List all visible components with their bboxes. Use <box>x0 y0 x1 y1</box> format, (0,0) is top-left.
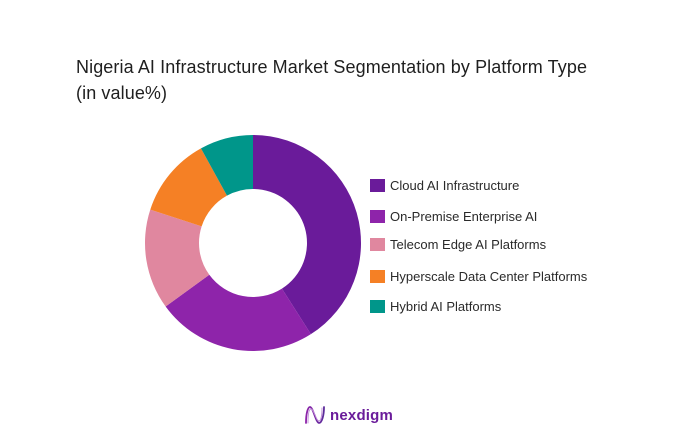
legend-swatch <box>370 179 385 192</box>
legend-item-cloud-ai-infrastructure: Cloud AI Infrastructure <box>370 178 519 193</box>
legend-swatch <box>370 270 385 283</box>
legend-label: Cloud AI Infrastructure <box>390 178 520 193</box>
nexdigm-logo: nexdigm <box>304 405 393 425</box>
legend-swatch <box>370 210 385 223</box>
nexdigm-logo-text: nexdigm <box>330 406 394 424</box>
donut-segment-on-premise-enterprise-ai <box>165 274 311 351</box>
legend-item-on-premise-enterprise-ai: On-Premise Enterprise AI <box>370 209 537 224</box>
chart-title: Nigeria AI Infrastructure Market Segment… <box>76 54 656 106</box>
legend-item-telecom-edge-ai-platforms: Telecom Edge AI Platforms <box>370 237 546 252</box>
legend-label: Hybrid AI Platforms <box>390 299 502 314</box>
donut-segment-cloud-ai-infrastructure <box>253 135 361 335</box>
donut-segment-hybrid-ai-platforms <box>200 135 253 196</box>
legend-label: On-Premise Enterprise AI <box>390 209 538 224</box>
donut-segment-hyperscale-data-center-platforms <box>150 148 227 227</box>
chart-title-line-2: (in value%) <box>76 83 168 103</box>
legend-label: Hyperscale Data Center Platforms <box>390 269 588 284</box>
legend-label: Telecom Edge AI Platforms <box>390 237 547 252</box>
chart-title-line-1: Nigeria AI Infrastructure Market Segment… <box>76 57 588 77</box>
legend-item-hybrid-ai-platforms: Hybrid AI Platforms <box>370 299 501 314</box>
legend-swatch <box>370 300 385 313</box>
legend-swatch <box>370 238 385 251</box>
donut-segment-telecom-edge-ai-platforms <box>144 209 210 307</box>
legend-item-hyperscale-data-center-platforms: Hyperscale Data Center Platforms <box>370 269 587 284</box>
nexdigm-wave-logo-icon <box>305 406 325 424</box>
